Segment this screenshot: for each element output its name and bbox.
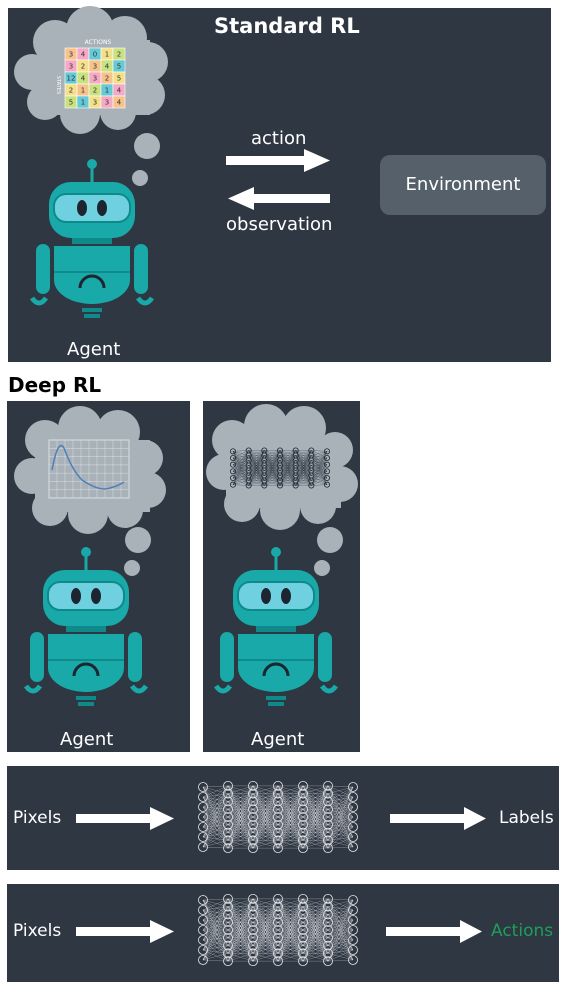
action-label: action <box>251 128 307 149</box>
table-cell-value: 5 <box>69 99 73 107</box>
environment-label: Environment <box>405 174 521 195</box>
table-cell-value: 1 <box>81 99 85 107</box>
table-cell-value: 2 <box>93 87 97 95</box>
table-cell-value: 12 <box>67 75 76 83</box>
table-cell-value: 1 <box>81 87 85 95</box>
agent-robot <box>29 159 155 318</box>
table-cell-value: 2 <box>117 51 121 59</box>
table-cell-value: 5 <box>117 75 121 83</box>
pipeline-bottom-output: Actions <box>491 921 554 941</box>
table-side-label: STATES <box>55 76 61 94</box>
table-cell-value: 4 <box>117 87 122 95</box>
table-cell <box>112 95 126 109</box>
table-cell-value: 3 <box>93 99 97 107</box>
agent-right-label: Agent <box>251 729 305 750</box>
table-cell-value: 3 <box>93 63 97 71</box>
deep-rl-title: Deep RL <box>8 373 102 397</box>
pipeline-top-input: Pixels <box>13 808 62 828</box>
table-cell-value: 1 <box>105 87 109 95</box>
pipeline-bottom-arrow-out <box>386 920 482 943</box>
pipeline-top-output: Labels <box>499 808 554 828</box>
q-table: 3 4 0 1 23 2 3 4 512 4 3 2 52 1 2 1 45 1 3 3 4 <box>64 47 126 109</box>
pipeline-top-arrow-in <box>76 807 174 830</box>
neural-network-icon <box>198 893 358 967</box>
table-cell-value: 2 <box>81 63 85 71</box>
table-cell-value: 1 <box>105 51 109 59</box>
agent-left-label: Agent <box>60 729 114 750</box>
table-header: ACTIONS <box>85 39 112 46</box>
pipeline-top-arrow-out <box>390 807 486 830</box>
agent-robot <box>23 547 149 706</box>
table-cell-value: 4 <box>81 51 86 59</box>
action-arrow <box>226 149 330 172</box>
table-cell-value: 4 <box>105 63 110 71</box>
table-cell-value: 2 <box>105 75 109 83</box>
observation-arrow <box>228 187 330 210</box>
agent-robot <box>213 547 339 706</box>
standard-rl-title: Standard RL <box>214 14 360 38</box>
pipeline-bottom-input: Pixels <box>13 921 62 941</box>
neural-network-icon <box>198 780 358 854</box>
table-cell-value: 3 <box>105 99 109 107</box>
neural-network-icon <box>229 447 330 489</box>
pipeline-bottom-arrow-in <box>76 920 174 943</box>
table-cell-value: 4 <box>81 75 86 83</box>
table-cell-value: 0 <box>93 51 97 59</box>
table-cell-value: 4 <box>117 99 122 107</box>
agent-label: Agent <box>67 339 121 360</box>
environment-box <box>380 155 546 215</box>
function-plot <box>48 439 130 499</box>
table-cell-value: 2 <box>69 87 73 95</box>
table-cell-value: 5 <box>117 63 121 71</box>
observation-label: observation <box>226 214 333 235</box>
table-cell-value: 3 <box>93 75 97 83</box>
table-cell-value: 3 <box>69 63 73 71</box>
table-cell-value: 3 <box>69 51 73 59</box>
